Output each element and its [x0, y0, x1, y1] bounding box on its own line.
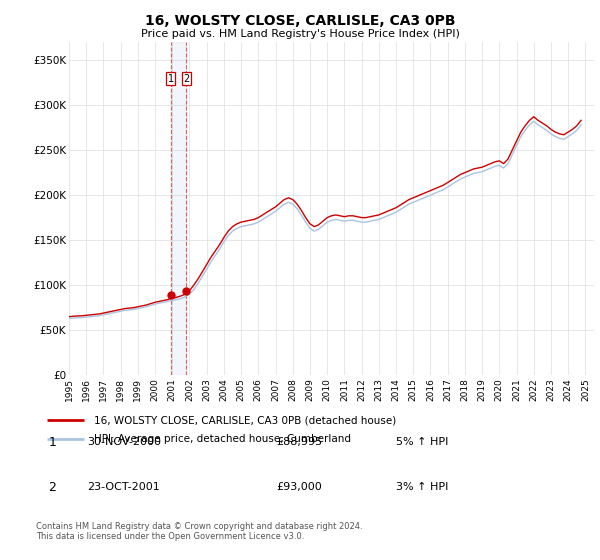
- Text: 1: 1: [168, 74, 174, 83]
- Text: 1: 1: [49, 436, 56, 449]
- Bar: [171, 42, 186, 375]
- Text: 16, WOLSTY CLOSE, CARLISLE, CA3 0PB: 16, WOLSTY CLOSE, CARLISLE, CA3 0PB: [145, 14, 455, 28]
- Text: 16, WOLSTY CLOSE, CARLISLE, CA3 0PB (detached house): 16, WOLSTY CLOSE, CARLISLE, CA3 0PB (det…: [94, 415, 397, 425]
- Text: 5% ↑ HPI: 5% ↑ HPI: [396, 437, 448, 447]
- Text: 3% ↑ HPI: 3% ↑ HPI: [396, 482, 448, 492]
- Text: £88,995: £88,995: [276, 437, 322, 447]
- Text: Price paid vs. HM Land Registry's House Price Index (HPI): Price paid vs. HM Land Registry's House …: [140, 29, 460, 39]
- Text: 30-NOV-2000: 30-NOV-2000: [87, 437, 161, 447]
- Text: 2: 2: [49, 480, 56, 494]
- Text: £93,000: £93,000: [276, 482, 322, 492]
- Text: Contains HM Land Registry data © Crown copyright and database right 2024.
This d: Contains HM Land Registry data © Crown c…: [36, 522, 362, 542]
- Text: 23-OCT-2001: 23-OCT-2001: [87, 482, 160, 492]
- Text: 2: 2: [183, 74, 190, 83]
- Text: HPI: Average price, detached house, Cumberland: HPI: Average price, detached house, Cumb…: [94, 435, 351, 445]
